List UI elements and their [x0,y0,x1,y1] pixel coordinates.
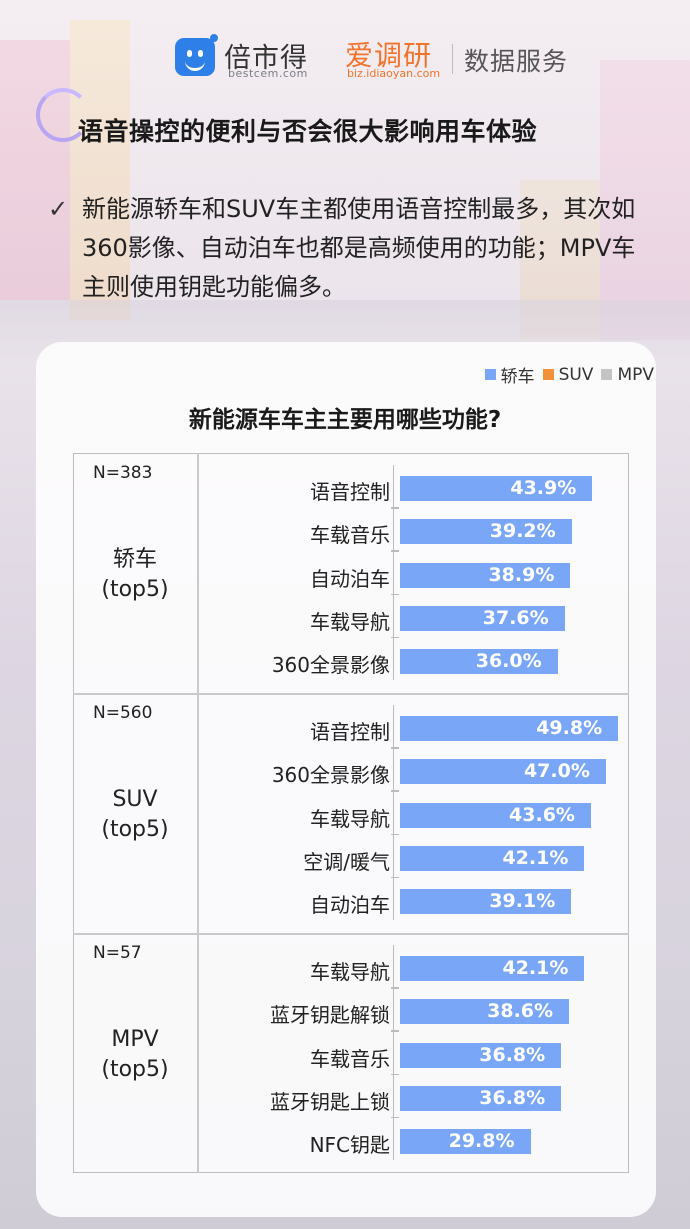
category-label: 360全景影像 [271,653,390,678]
bar: 39.1% [400,889,572,915]
axis-tick [391,507,399,509]
axis-bracket [393,465,400,680]
group-label: MPV (top5) [101,1027,169,1082]
brand-idiaoyan: 爱调研 [345,39,433,72]
category-label: 360全景影像 [271,763,390,788]
bar-value-label: 42.1% [502,957,569,979]
bar: 37.6% [400,605,565,631]
sample-size-label: N=383 [93,463,153,483]
brand-bestcem-url: bestcem.com [228,67,308,80]
category-label: 蓝牙钥匙上锁 [270,1089,390,1114]
background-block [600,60,690,340]
bar: 39.2% [400,519,572,545]
category-label: 蓝牙钥匙解锁 [270,1003,390,1028]
brand-divider [452,44,453,74]
bar: 38.9% [400,562,571,588]
axis-tick [391,747,399,749]
legend-label: SUV [558,364,594,385]
category-label: 自动泊车 [310,893,390,918]
logo-dot [210,34,218,42]
group-label: 轿车 (top5) [101,547,169,602]
axis-bracket [393,705,400,920]
bar-value-label: 29.8% [448,1130,515,1153]
chart-group-separator [73,693,629,695]
category-label: 空调/暖气 [303,849,390,874]
category-label: 车载音乐 [310,1046,390,1071]
bestcem-logo-icon [175,38,215,76]
bar: 43.6% [400,802,591,828]
bar-value-label: 39.2% [489,520,556,543]
axis-bracket [393,945,400,1160]
category-label: 车载音乐 [310,523,390,548]
category-label: 车载导航 [310,960,390,984]
background-block [0,40,70,300]
page-title: 语音操控的便利与否会很大影响用车体验 [78,117,538,146]
axis-tick [391,636,399,639]
bar: 47.0% [400,759,606,785]
legend-label: 轿车 [500,367,535,387]
sample-size-label: N=560 [93,703,153,723]
bar-value-label: 43.9% [510,477,577,499]
bar-value-label: 37.6% [482,606,549,629]
axis-tick [391,550,399,552]
legend-item-suv: SUV [542,364,594,385]
bar: 49.8% [400,716,619,741]
bar-value-label: 42.1% [502,846,569,869]
legend-label: MPV [617,364,654,385]
summary-text: 新能源轿车和SUV车主都使用语音控制最多，其次如360影像、自动泊车也都是高频使… [82,195,636,301]
brand-idiaoyan-url: biz.idiaoyan.com [347,67,441,80]
axis-tick [391,876,399,879]
category-label: 语音控制 [310,720,390,744]
bar: 29.8% [400,1129,531,1155]
legend-swatch-mpv [601,369,613,380]
axis-tick [391,593,399,596]
chart-grid-border [73,453,629,1173]
axis-tick [391,987,399,989]
brand-data-service: 数据服务 [464,47,569,76]
bar: 38.6% [400,999,570,1025]
legend-item-sedan: 轿车 [484,362,535,387]
bar-value-label: 43.6% [509,803,575,826]
sample-size-label: N=57 [93,943,142,963]
category-label: 车载导航 [310,609,390,634]
axis-tick [391,1073,399,1076]
brand-bestcem: 倍市得 [224,43,308,74]
chart-grid-divider [197,453,199,1173]
axis-tick [391,833,399,836]
bar-value-label: 39.1% [489,890,556,913]
bar: 42.1% [400,845,585,871]
bar-value-label: 49.8% [536,717,603,739]
category-label: 语音控制 [310,480,390,504]
bar: 36.0% [400,649,558,675]
bar-value-label: 38.6% [487,1000,554,1023]
chart-group-separator [73,933,629,935]
legend-item-mpv: MPV [601,365,654,385]
title-ring-icon [36,88,90,142]
bar: 36.8% [400,1042,562,1068]
category-label: 车载导航 [310,806,390,831]
legend-swatch-sedan [484,369,496,380]
category-label: NFC钥匙 [309,1133,390,1158]
logo-bar: 倍市得 bestcem.com 爱调研 biz.idiaoyan.com 数据服… [0,30,690,90]
legend-swatch-suv [542,369,554,380]
background-block [70,20,130,320]
bar-value-label: 47.0% [523,760,590,783]
axis-tick [391,790,399,792]
bar: 36.8% [400,1085,562,1111]
chart-legend: 轿车 SUV MPV [484,362,654,387]
bar-value-label: 36.8% [479,1043,546,1066]
chart-title: 新能源车车主主要用哪些功能? [188,407,502,433]
axis-tick [391,1116,399,1119]
bar: 43.9% [400,476,593,501]
checkmark-icon: ✓ [48,195,69,223]
bar-value-label: 38.9% [488,563,555,586]
bar-value-label: 36.0% [475,650,542,673]
group-label: SUV (top5) [101,787,169,842]
category-label: 自动泊车 [310,566,390,591]
bar: 42.1% [400,956,585,981]
axis-tick [391,1030,399,1032]
bar-value-label: 36.8% [479,1086,546,1109]
